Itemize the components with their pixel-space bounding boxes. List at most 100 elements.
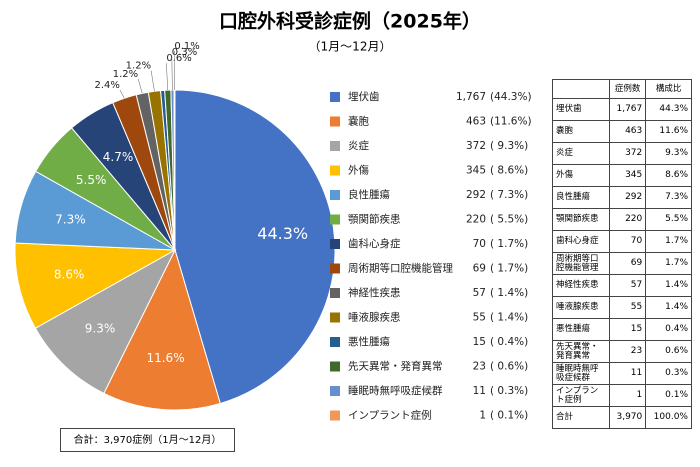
legend-label: 神経性疾患: [348, 286, 401, 299]
table-cell: 463: [608, 120, 647, 143]
table-row: 炎症 372 9.3%: [552, 142, 692, 165]
legend-swatch: [330, 116, 340, 127]
legend-percent: ( 1.4%): [490, 287, 528, 299]
slice-label: 8.6%: [54, 268, 85, 282]
pie-slice: [174, 89, 336, 405]
legend-percent: ( 9.3%): [490, 140, 528, 152]
legend-swatch: [330, 361, 340, 372]
table-cell: 1: [608, 384, 647, 407]
legend-percent: ( 7.3%): [490, 189, 528, 201]
leader-line: [171, 57, 173, 91]
table-row: 神経性疾患 57 1.4%: [552, 274, 692, 297]
table-cell: 220: [608, 208, 647, 231]
table-cell: 1.4%: [645, 296, 692, 319]
table-row: 歯科心身症 70 1.7%: [552, 230, 692, 253]
legend-percent: ( 5.5%): [490, 214, 528, 226]
slice-label: 9.3%: [85, 321, 116, 335]
legend-swatch: [330, 386, 340, 396]
legend-count: 69: [473, 263, 486, 275]
table-cell: 44.3%: [645, 98, 692, 121]
pie-slice: [103, 248, 221, 411]
table-row: 顎関節疾患 220 5.5%: [552, 208, 692, 231]
leader-line: [150, 70, 155, 92]
table-cell: 良性腫瘍: [552, 186, 610, 209]
table-cell: 合計: [552, 406, 610, 429]
table-row: 唾液腺疾患 55 1.4%: [552, 296, 692, 319]
table-row: 先天異常・発育異常 23 0.6%: [552, 340, 692, 363]
legend-label: 悪性腫瘍: [348, 335, 390, 348]
table-row: 埋伏歯 1,767 44.3%: [552, 98, 692, 121]
legend-count: 11: [473, 385, 486, 397]
legend-swatch: [330, 410, 340, 421]
slice-label: 5.5%: [76, 173, 107, 187]
table-cell: 7.3%: [645, 186, 692, 209]
legend-label: 唾液腺疾患: [348, 311, 401, 324]
slice-label: 2.4%: [94, 80, 119, 91]
table-row: 良性腫瘍 292 7.3%: [552, 186, 692, 209]
legend-label: 良性腫瘍: [348, 188, 390, 201]
slice-label: 7.3%: [55, 213, 86, 227]
table-cell: 23: [608, 340, 647, 363]
chart-title: 口腔外科受診症例（2025年）: [219, 10, 481, 33]
legend-label: 埋伏歯: [348, 90, 380, 103]
legend-swatch: [330, 288, 340, 298]
table-cell: 345: [608, 164, 647, 187]
table-cell: 外傷: [552, 164, 610, 187]
legend-percent: ( 0.4%): [490, 336, 528, 348]
legend-label: 周術期等口腔機能管理: [348, 262, 453, 275]
total-note: 合計：3,970症例（1月～12月）: [60, 428, 235, 452]
pie-slice: [14, 242, 177, 329]
table-cell: 8.6%: [645, 164, 692, 187]
table-cell: 11: [608, 362, 647, 385]
table-cell: 1.7%: [645, 252, 692, 275]
legend-swatch: [330, 239, 340, 249]
chart-subtitle: （1月～12月）: [309, 40, 392, 54]
legend-percent: ( 8.6%): [490, 165, 528, 177]
legend-label: インプラント症例: [348, 409, 432, 422]
legend-label: 炎症: [348, 139, 369, 152]
legend-count: 292: [466, 189, 486, 201]
table-cell: 1,767: [608, 98, 647, 121]
legend-percent: ( 0.1%): [490, 410, 528, 422]
legend-count: 55: [473, 312, 486, 324]
legend-swatch: [330, 141, 340, 151]
legend-label: 嚢胞: [348, 115, 369, 128]
table-cell: インプラント症例: [552, 384, 610, 407]
slice-label: 11.6%: [146, 351, 184, 365]
legend-label: 顎関節疾患: [348, 213, 401, 226]
slice-label: 0.3%: [172, 47, 197, 58]
legend-count: 70: [473, 238, 486, 250]
slice-label: 0.6%: [166, 53, 191, 64]
legend-percent: ( 1.7%): [490, 238, 528, 250]
slice-label: 0.1%: [174, 41, 199, 52]
legend-count: 15: [473, 336, 486, 348]
legend-swatch: [330, 337, 340, 347]
slice-label: 1.2%: [113, 69, 138, 80]
slice-label: 4.7%: [103, 150, 134, 164]
legend-percent: ( 1.4%): [490, 312, 528, 324]
table-cell: 3,970: [608, 406, 647, 429]
table-cell: 0.3%: [645, 362, 692, 385]
table-cell: 15: [608, 318, 647, 341]
table-cell: 1.7%: [645, 230, 692, 253]
table-cell: 5.5%: [645, 208, 692, 231]
header-cell: [552, 79, 610, 99]
table-cell: 睡眠時無呼吸症候群: [552, 362, 610, 385]
table-cell: 69: [608, 252, 647, 275]
legend-percent: ( 0.3%): [490, 385, 528, 397]
table-row: インプラント症例 1 0.1%: [552, 384, 692, 407]
table-cell: 11.6%: [645, 120, 692, 143]
legend-swatch: [330, 92, 340, 102]
table-cell: 周術期等口腔機能管理: [552, 252, 610, 275]
table-cell: 100.0%: [645, 406, 692, 429]
table-header: 症例数 構成比: [552, 79, 692, 99]
table-cell: 55: [608, 296, 647, 319]
slice-label: 1.2%: [126, 61, 151, 72]
table-row: 悪性腫瘍 15 0.4%: [552, 318, 692, 341]
table-cell: 神経性疾患: [552, 274, 610, 297]
legend-count: 372: [466, 140, 486, 152]
legend-count: 345: [466, 165, 486, 177]
legend-label: 外傷: [348, 164, 369, 177]
